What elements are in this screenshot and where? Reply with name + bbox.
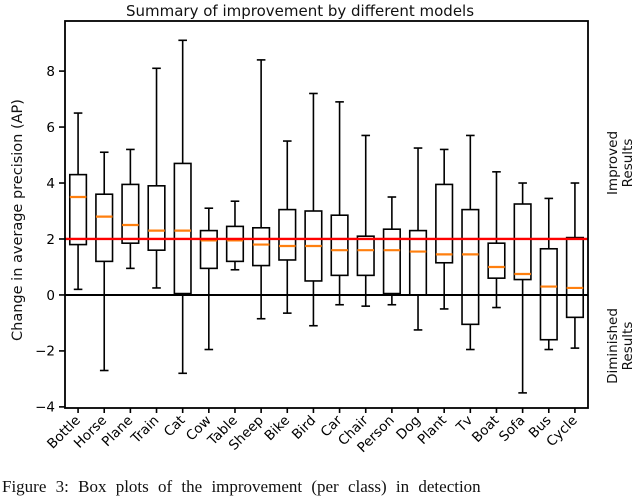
box-dog [408,229,428,296]
box-tv [461,208,480,326]
box-bike [278,208,297,261]
improved-results-line2: Results [620,138,636,188]
box-cat [173,162,192,295]
x-tick-label-bike: Bike [262,413,294,445]
figure-caption: Figure 3: Box plots of the improvement (… [2,477,481,496]
diminished-results-label: Diminished Results [605,308,636,384]
diminished-results-line1: Diminished [605,308,621,384]
x-tick-label-cat: Cat [161,413,189,441]
y-tick-label: 6 [46,120,55,136]
box-train [147,185,166,251]
x-tick-label-boat: Boat [469,413,502,446]
box-person [382,228,401,295]
improved-results-label: Improved Results [605,130,636,196]
y-tick-label: −2 [35,344,55,360]
x-tick-label-plant: Plant [415,413,450,448]
box-chair [356,235,375,277]
y-axis-label: Change in average precision (AP) [10,99,26,341]
box-plane [121,183,140,244]
improved-results-line1: Improved [605,130,621,196]
y-tick-label: 8 [46,64,55,80]
box-sofa [513,203,532,281]
y-tick-label: 0 [46,288,55,304]
x-tick-label-train: Train [127,413,162,448]
diminished-results-line2: Results [620,321,636,371]
x-tick-label-cycle: Cycle [543,413,580,450]
x-tick-label-sofa: Sofa [496,413,528,445]
chart-title: Summary of improvement by different mode… [125,2,475,20]
box-cow [199,229,218,270]
y-tick-label: 2 [46,232,55,248]
y-tick-label: 4 [46,176,55,192]
y-tick-label: −4 [35,400,55,416]
box-horse [95,193,114,263]
x-tick-label-bird: Bird [289,413,319,443]
plot-frame [64,20,589,409]
box-sheep [252,226,271,267]
box-car [330,214,349,277]
box-plant [435,183,454,264]
box-bottle [68,173,88,246]
box-boat [487,242,506,279]
box-table [225,225,245,263]
box-cycle [565,236,585,319]
boxplot-canvas: 86420−2−4BottleHorsePlaneTrainCatCowTabl… [35,20,589,456]
